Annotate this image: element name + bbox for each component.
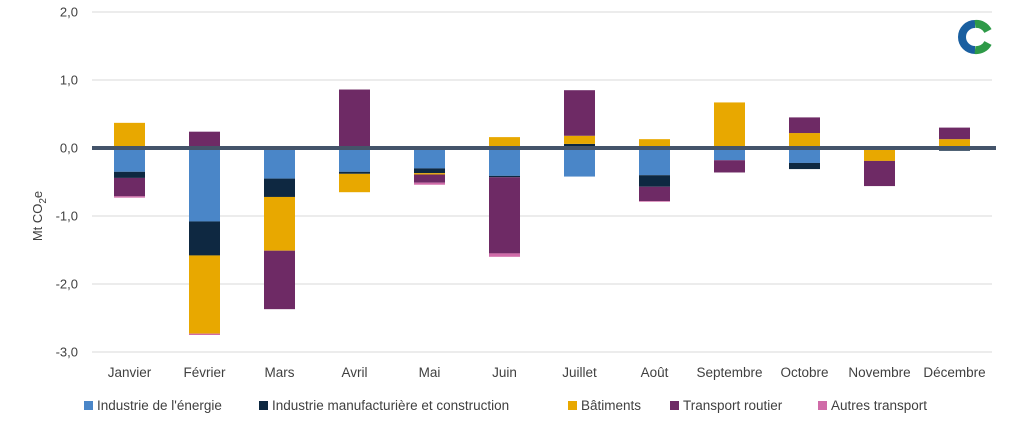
x-tick-label: Octobre: [780, 365, 828, 380]
x-axis-ticks: Janvier Février Mars Avril Mai Juin Juillet Aoû…: [108, 365, 986, 380]
x-tick-label: Décembre: [923, 365, 985, 380]
bar-segment: [189, 333, 220, 335]
bar-segment: [264, 178, 295, 197]
y-axis-ticks: 2,0 1,0 0,0 -1,0 -2,0 -3,0: [56, 5, 78, 360]
bar-segment: [564, 90, 595, 136]
bar-segment: [414, 182, 445, 185]
bar-segment: [939, 127, 970, 140]
x-tick-label: Août: [641, 365, 669, 380]
legend-swatch: [568, 401, 577, 410]
y-tick-label: -3,0: [56, 345, 78, 360]
bar-segment: [114, 148, 145, 172]
bar-segment: [264, 148, 295, 179]
bar-segment: [489, 137, 520, 148]
y-axis-title: Mt CO2e: [30, 191, 49, 241]
bar-segment: [114, 177, 145, 197]
bar-segment: [339, 171, 370, 174]
bar-segment: [864, 160, 895, 187]
bar-segment: [339, 173, 370, 193]
bar-segment: [714, 148, 745, 161]
bar-segment: [714, 102, 745, 148]
bar-segment: [114, 196, 145, 198]
legend-label: Industrie de l'énergie: [97, 398, 222, 413]
bar-segment: [564, 143, 595, 148]
bar-segment: [414, 148, 445, 169]
bar-segment: [789, 148, 820, 163]
bar-segment: [939, 139, 970, 148]
bar-segment: [564, 148, 595, 177]
bar-segment: [339, 89, 370, 148]
bar-segment: [789, 133, 820, 148]
bar-segment: [864, 148, 895, 161]
bar-segment: [414, 168, 445, 174]
legend-swatch: [259, 401, 268, 410]
bars: [114, 89, 970, 335]
legend-label: Industrie manufacturière et construction: [272, 398, 509, 413]
x-tick-label: Mai: [419, 365, 441, 380]
bar-segment: [639, 139, 670, 148]
logo-icon: [958, 19, 992, 55]
y-tick-label: -2,0: [56, 277, 78, 292]
legend-swatch: [670, 401, 679, 410]
legend-swatch: [818, 401, 827, 410]
bar-segment: [639, 186, 670, 202]
legend-label: Bâtiments: [581, 398, 641, 413]
legend-label: Transport routier: [683, 398, 783, 413]
bar-segment: [264, 196, 295, 251]
gridlines: [92, 11, 992, 353]
x-tick-label: Février: [183, 365, 226, 380]
bar-segment: [489, 148, 520, 176]
bar-segment: [639, 201, 670, 202]
x-tick-label: Juillet: [562, 365, 597, 380]
bar-segment: [114, 122, 145, 148]
bar-segment: [189, 148, 220, 222]
bar-segment: [264, 250, 295, 310]
bar-segment: [189, 255, 220, 334]
bar-segment: [189, 131, 220, 148]
bar-segment: [414, 173, 445, 175]
bar-segment: [114, 171, 145, 178]
bar-segment: [714, 160, 745, 173]
legend-swatch: [84, 401, 93, 410]
x-tick-label: Mars: [265, 365, 295, 380]
y-tick-label: 2,0: [60, 5, 78, 20]
bar-segment: [489, 175, 520, 178]
x-tick-label: Novembre: [848, 365, 910, 380]
legend: Industrie de l'énergie Industrie manufact…: [84, 398, 927, 413]
bar-segment: [639, 175, 670, 187]
bar-segment: [339, 148, 370, 172]
bar-segment: [789, 117, 820, 134]
x-tick-label: Avril: [341, 365, 367, 380]
bar-segment: [414, 174, 445, 183]
bar-segment: [189, 221, 220, 256]
x-tick-label: Septembre: [696, 365, 762, 380]
bar-segment: [639, 148, 670, 176]
x-tick-label: Juin: [492, 365, 517, 380]
legend-label: Autres transport: [831, 398, 927, 413]
bar-segment: [789, 162, 820, 170]
y-tick-label: 0,0: [60, 141, 78, 156]
bar-segment: [489, 177, 520, 254]
x-tick-label: Janvier: [108, 365, 152, 380]
y-tick-label: -1,0: [56, 209, 78, 224]
bar-segment: [489, 253, 520, 257]
y-tick-label: 1,0: [60, 73, 78, 88]
bar-segment: [564, 135, 595, 144]
